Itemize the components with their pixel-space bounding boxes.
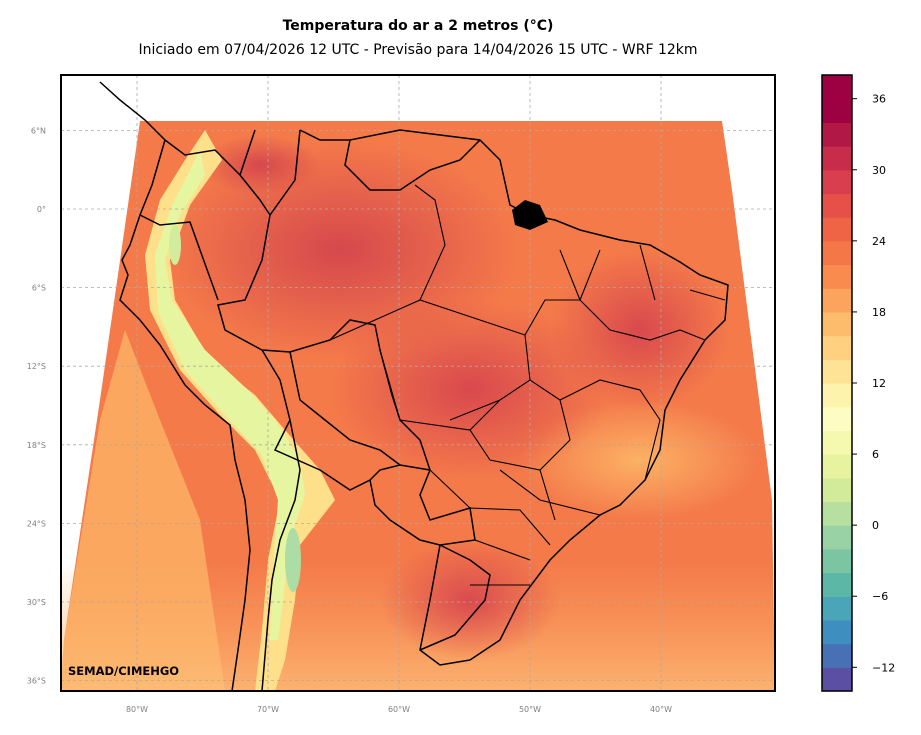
gridlines: [61, 75, 775, 691]
colorbar-segment: [822, 572, 852, 597]
state-border-parana: [474, 539, 531, 561]
colorbar-segment: [822, 240, 852, 266]
state-border-goias: [469, 379, 571, 471]
venezuela-hot-area: [200, 135, 320, 195]
uruguay-border: [419, 544, 491, 651]
state-border-mato-grosso: [379, 349, 501, 431]
colorbar-segment: [822, 619, 852, 645]
state-borders: [329, 184, 726, 586]
colorbar-tick-label: 36: [872, 93, 886, 106]
guianas-border: [344, 139, 481, 191]
colorbar-tick-label: 18: [872, 306, 886, 319]
lat-tick-label: 6°S: [32, 284, 46, 293]
lon-tick-label: 40°W: [650, 705, 672, 714]
lon-tick-label: 80°W: [126, 705, 148, 714]
longitude-labels: 80°W 70°W 60°W 50°W 40°W: [126, 705, 672, 714]
paraguay-border: [369, 479, 441, 546]
colorbar-segment: [822, 146, 852, 171]
andes-coldest-band: [155, 150, 305, 640]
colorbar-segment: [822, 98, 852, 123]
state-border-bahia: [559, 379, 661, 481]
colorbar-segment: [822, 525, 852, 550]
colorbar-segment: [822, 548, 852, 574]
lon-tick-label: 60°W: [388, 705, 410, 714]
colorbar-tick-label: 0: [872, 519, 879, 532]
state-border-northeast: [579, 244, 726, 341]
state-border-central: [329, 299, 531, 421]
lon-tick-label: 50°W: [519, 705, 541, 714]
marajo-island: [512, 200, 548, 230]
lat-tick-label: 30°S: [27, 598, 46, 607]
latitude-labels: 6°N 0° 6°S 12°S 18°S 24°S 30°S 36°S: [27, 126, 46, 685]
lat-tick-label: 12°S: [27, 362, 46, 371]
colorbar-segment: [822, 335, 852, 360]
colorbar-segment: [822, 454, 852, 479]
colorbar-ticks: 36 30 24 18 12 6 0 −6 −12: [852, 93, 895, 674]
bolivia-border: [289, 351, 401, 466]
lat-tick-label: 0°: [37, 205, 46, 214]
state-border-amazonas-para: [414, 184, 446, 301]
map-title: Temperatura do ar a 2 metros (°C): [282, 18, 554, 34]
colorbar-tick-label: −6: [872, 590, 888, 603]
lat-tick-label: 36°S: [27, 677, 46, 686]
colorbar-segment: [822, 501, 852, 526]
andes-peak-cold-spot: [285, 528, 301, 592]
colorbar-tick-label: 6: [872, 448, 879, 461]
colorbar-segment: [822, 75, 852, 100]
brazil-coastline: [299, 129, 729, 661]
credit-text: SEMAD/CIMEHGO: [68, 664, 179, 678]
argentina-border: [261, 349, 431, 491]
temperature-field: [61, 121, 775, 691]
pacific-coastline: [99, 81, 251, 691]
south-hot-area: [380, 540, 560, 660]
map-frame: [60, 74, 776, 692]
colorbar-tick-label: 30: [872, 164, 886, 177]
central-hot-area: [330, 300, 610, 480]
lat-tick-label: 18°S: [27, 441, 46, 450]
andes-north-cold-spot: [169, 225, 181, 265]
colorbar-tick-label: −12: [872, 661, 895, 674]
colorbar-segment: [822, 430, 852, 455]
ecuador-peru-border: [139, 214, 219, 301]
state-border-minas-gerais: [499, 469, 601, 521]
colorbar-segment: [822, 288, 852, 313]
colorbar-segment: [822, 122, 852, 147]
lat-tick-label: 24°S: [27, 519, 46, 528]
lon-tick-label: 70°W: [257, 705, 279, 714]
colorbar-tick-label: 24: [872, 235, 886, 248]
colorbar-segment: [822, 383, 852, 408]
colorbar-segment: [822, 217, 852, 242]
colorbar-segment: [822, 643, 852, 668]
state-border-tocantins: [524, 249, 581, 336]
lat-tick-label: 6°N: [31, 126, 46, 135]
colorbar-segment: [822, 169, 852, 195]
colorbar-segment: [822, 311, 852, 337]
colorbar-segment: [822, 406, 852, 431]
colorbar-tick-label: 12: [872, 377, 886, 390]
colorbar-segment: [822, 264, 852, 289]
state-border-mato-grosso-do-sul: [429, 469, 471, 509]
map-subtitle: Iniciado em 07/04/2026 12 UTC - Previsão…: [138, 42, 698, 58]
colorbar-segment: [822, 359, 852, 384]
colorbar-segment: [822, 596, 852, 621]
colorbar: [822, 75, 852, 692]
northeast-hot-area: [550, 250, 730, 410]
colorbar-segment: [822, 477, 852, 503]
colorbar-segment: [822, 667, 852, 692]
argentina-chile-border: [261, 419, 301, 691]
venezuela-colombia-border: [164, 129, 271, 216]
colorbar-segment: [822, 193, 852, 218]
state-border-sao-paulo: [469, 507, 551, 546]
